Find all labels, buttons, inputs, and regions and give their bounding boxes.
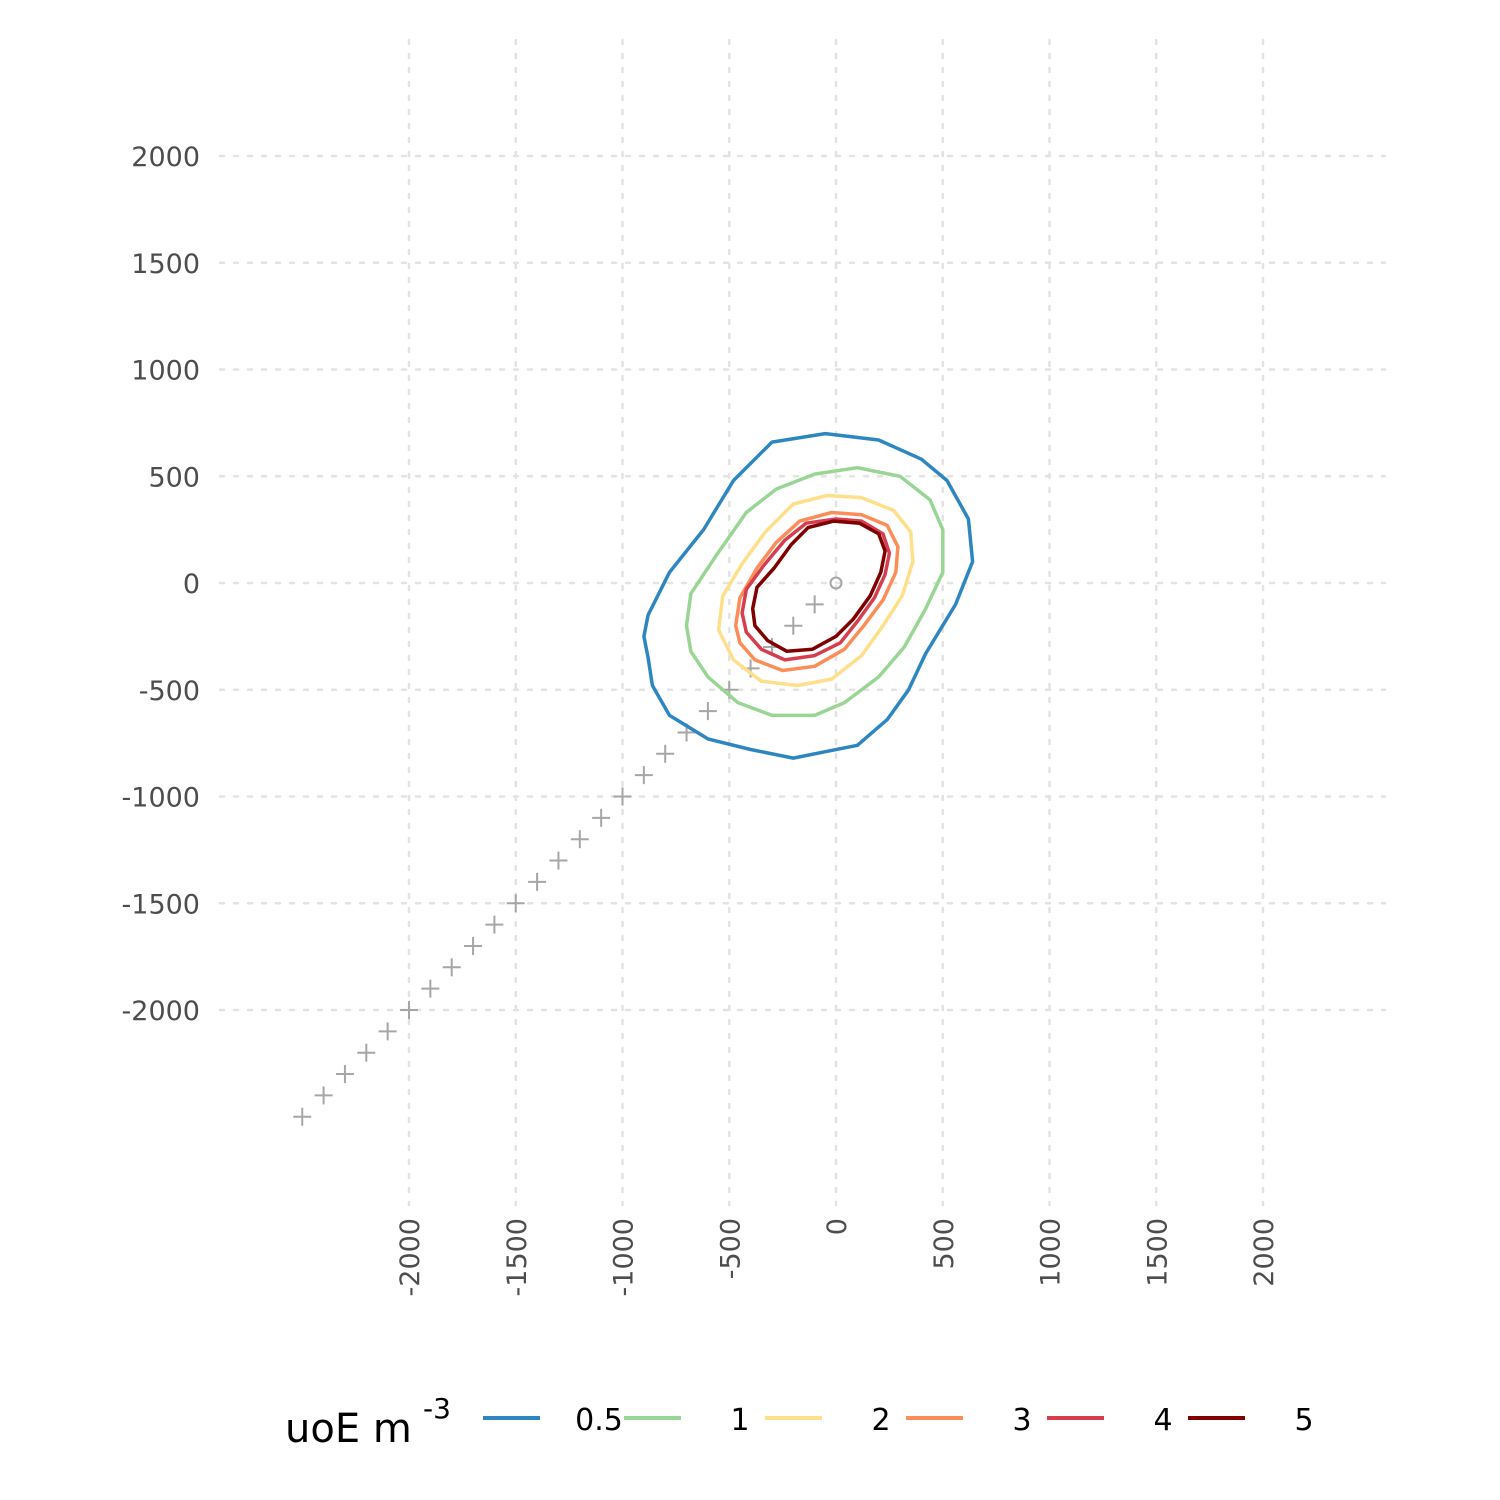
legend-label-5: 5 (1294, 1403, 1313, 1438)
source-marker (829, 576, 843, 590)
path-marker-plus (442, 958, 461, 977)
y-tick-label: 500 (148, 462, 200, 493)
path-marker-plus (549, 851, 568, 870)
legend-label-4: 4 (1153, 1403, 1172, 1438)
path-marker-plus (335, 1065, 354, 1084)
x-tick-label: 0 (822, 1218, 853, 1235)
x-tick-label: 1500 (1142, 1218, 1173, 1287)
legend: uoE m -3 0.5 1 2 3 4 5 (285, 1392, 1314, 1452)
path-markers (293, 595, 824, 1126)
x-tick-label: 2000 (1249, 1218, 1280, 1287)
contour-line-3 (733, 510, 900, 673)
x-tick-label: -2000 (395, 1218, 426, 1296)
path-marker-plus (656, 744, 675, 763)
y-tick-label: -2000 (122, 996, 200, 1027)
legend-title: uoE m (285, 1406, 412, 1452)
legend-label-3: 3 (1012, 1403, 1031, 1438)
y-tick-label: 1000 (131, 356, 200, 387)
legend-label-2: 2 (871, 1403, 890, 1438)
path-marker-plus (592, 808, 611, 827)
contour-line-4 (740, 517, 892, 662)
y-tick-label: 2000 (131, 142, 200, 173)
path-marker-plus (698, 702, 717, 721)
path-marker-plus (293, 1107, 312, 1126)
contour-line-5 (750, 519, 887, 654)
y-tick-label: 1500 (131, 249, 200, 280)
contour-line-1 (684, 465, 945, 718)
x-tick-label: -1000 (609, 1218, 640, 1296)
y-tick-label: 0 (183, 569, 200, 600)
path-marker-plus (357, 1043, 376, 1062)
contour-lines (642, 431, 975, 760)
path-marker-plus (805, 595, 824, 614)
path-marker-plus (314, 1086, 333, 1105)
grid (218, 38, 1387, 1207)
y-axis-ticks: 2000 1500 1000 500 0 -500 -1000 -1500 -2000 (122, 142, 200, 1027)
x-tick-label: -1500 (502, 1218, 533, 1296)
contour-line-0.5 (642, 431, 975, 760)
x-tick-label: 1000 (1036, 1218, 1067, 1287)
legend-label-1: 1 (730, 1403, 749, 1438)
path-marker-plus (528, 872, 547, 891)
path-marker-plus (400, 1001, 418, 1019)
path-marker-plus (570, 830, 589, 849)
y-tick-label: -1000 (122, 783, 200, 814)
path-marker-plus (634, 766, 653, 785)
path-marker-plus (421, 979, 440, 998)
path-marker-plus (378, 1022, 397, 1041)
x-tick-label: -500 (715, 1218, 746, 1279)
path-marker-plus (485, 915, 504, 934)
path-marker-plus (784, 616, 803, 635)
source-marker-circle (829, 576, 843, 590)
contour-line-2 (716, 493, 915, 688)
x-axis-ticks: -2000 -1500 -1000 -500 0 500 1000 1500 2000 (395, 1218, 1280, 1296)
legend-label-0.5: 0.5 (575, 1403, 623, 1438)
legend-title-superscript: -3 (423, 1392, 451, 1425)
path-marker-plus (613, 787, 632, 806)
path-marker-plus (464, 936, 483, 955)
x-tick-label: 500 (929, 1218, 960, 1270)
path-marker-plus (506, 894, 525, 913)
y-tick-label: -500 (139, 676, 200, 707)
y-tick-label: -1500 (122, 889, 200, 920)
